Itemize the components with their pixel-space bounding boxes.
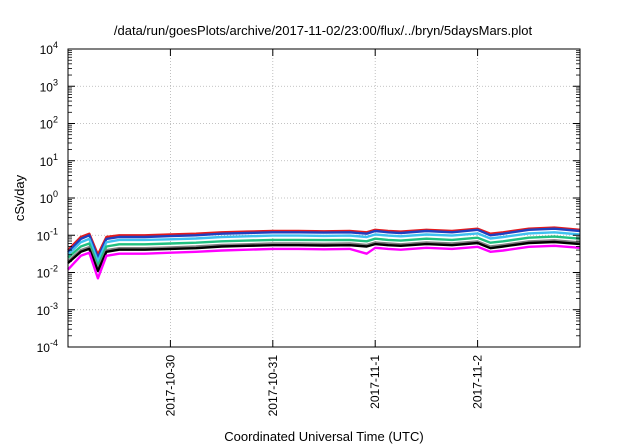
y-tick-label: 100	[40, 189, 58, 206]
y-tick-label: 10-2	[37, 264, 58, 281]
x-tick-label: 2017-10-31	[266, 355, 280, 417]
x-ticks: 2017-10-30 2017-10-31 2017-11-1 2017-11-2	[163, 49, 485, 417]
series-line-5	[67, 239, 581, 271]
y-tick-label: 103	[40, 77, 58, 94]
grid	[68, 49, 580, 347]
x-axis-label: Coordinated Universal Time (UTC)	[224, 429, 423, 444]
y-ticks: 10-4 10-3 10-2 10-1 100 101 102 103 104	[37, 40, 580, 355]
series-line-4	[67, 235, 581, 268]
x-tick-label: 2017-11-2	[471, 355, 485, 409]
series-line-3	[67, 231, 581, 263]
y-tick-label: 10-4	[37, 338, 58, 355]
x-tick-label: 2017-10-30	[163, 355, 177, 417]
y-tick-label: 102	[40, 115, 58, 132]
x-tick-label: 2017-11-1	[368, 355, 382, 409]
y-axis-label: cSv/day	[12, 174, 27, 221]
y-tick-label: 101	[40, 152, 58, 169]
y-tick-label: 104	[40, 40, 58, 57]
y-tick-label: 10-3	[37, 301, 58, 318]
chart-title: /data/run/goesPlots/archive/2017-11-02/2…	[114, 23, 533, 38]
series-line-6	[67, 240, 581, 273]
series-layer	[67, 226, 581, 280]
series-line-2	[67, 227, 581, 259]
y-tick-label: 10-1	[37, 226, 58, 243]
series-line-7	[67, 244, 581, 280]
series-line-1	[67, 226, 581, 256]
